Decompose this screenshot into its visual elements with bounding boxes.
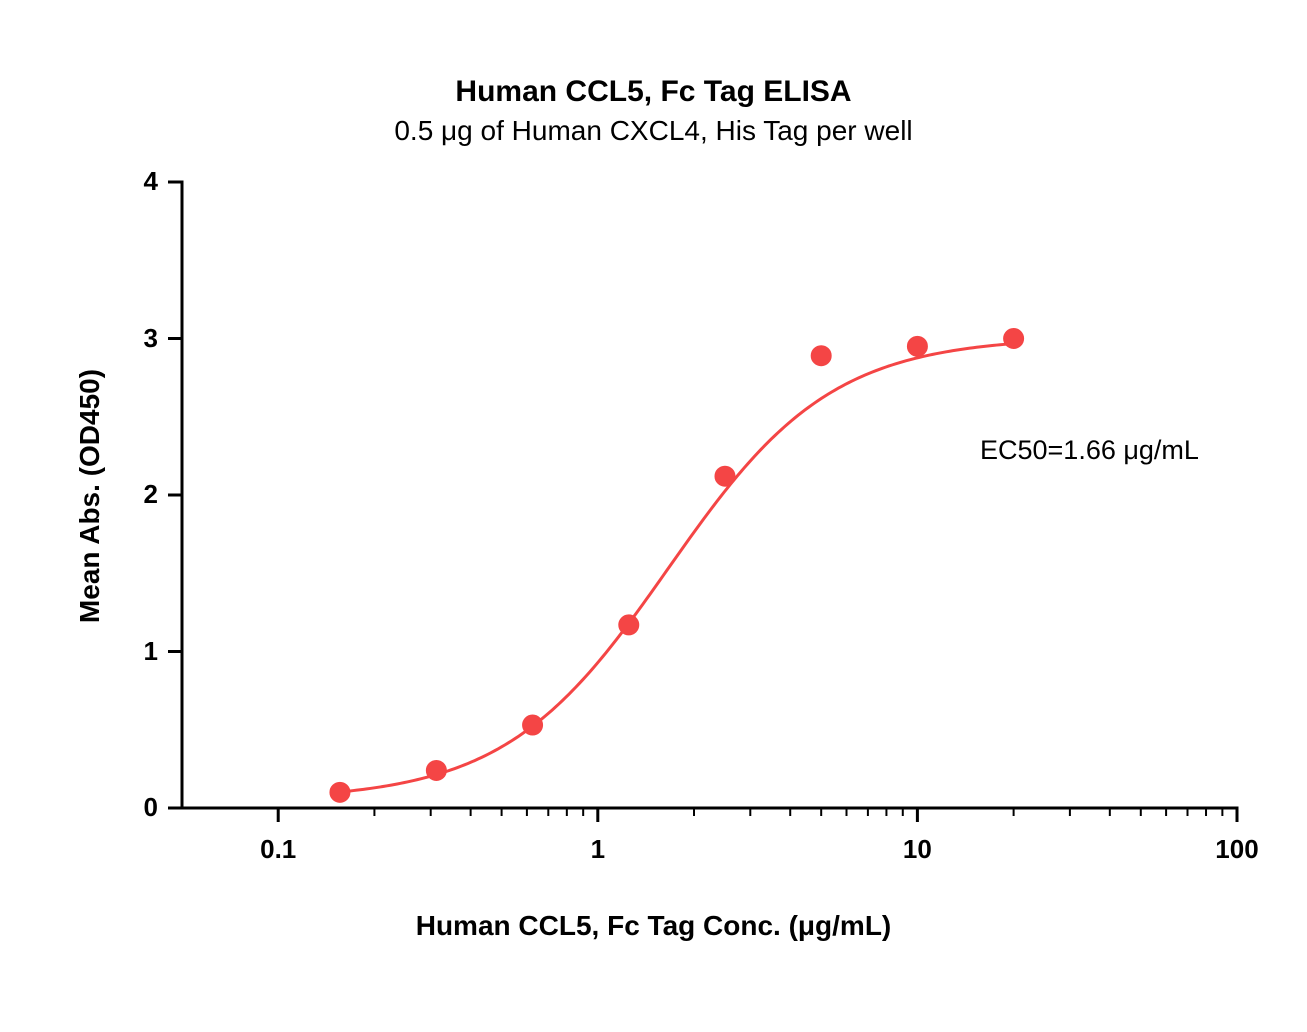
x-tick-label: 100 — [1197, 834, 1277, 865]
y-tick-label: 2 — [118, 479, 158, 510]
plot-svg — [0, 0, 1307, 1032]
y-tick-label: 0 — [118, 792, 158, 823]
x-tick-label: 0.1 — [238, 834, 318, 865]
y-tick-label: 4 — [118, 166, 158, 197]
chart-container: Human CCL5, Fc Tag ELISA 0.5 μg of Human… — [0, 0, 1307, 1032]
y-tick-label: 1 — [118, 636, 158, 667]
x-tick-label: 10 — [877, 834, 957, 865]
x-tick-label: 1 — [558, 834, 638, 865]
y-tick-label: 3 — [118, 323, 158, 354]
